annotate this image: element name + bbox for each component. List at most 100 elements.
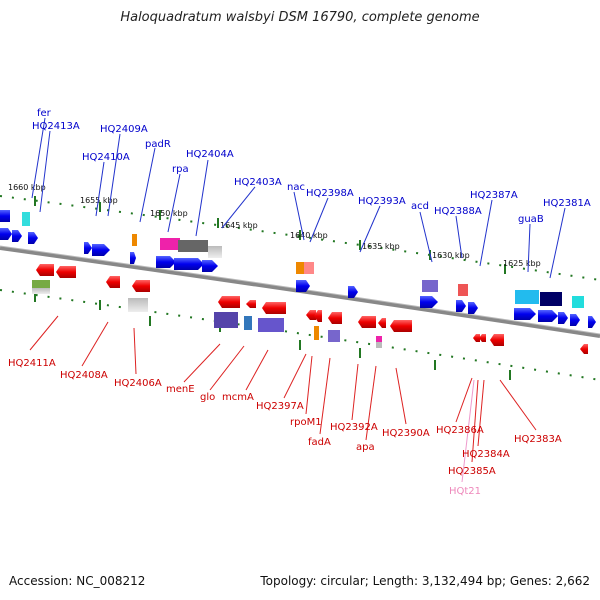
gene-label-hq2390a: HQ2390A <box>382 428 430 439</box>
gene-block <box>0 210 10 222</box>
gene-arrow <box>473 334 480 342</box>
gene-arrow <box>0 228 12 240</box>
forward-leaders <box>31 117 566 279</box>
gene-arrow <box>36 264 54 276</box>
gene-block <box>422 280 438 292</box>
gene-arrow <box>490 334 504 346</box>
gene-arrow <box>302 280 310 292</box>
gene-label-padr: padR <box>145 139 171 150</box>
gene-arrow <box>558 312 568 324</box>
gene-label-mcma: mcmA <box>222 392 254 403</box>
gene-arrow <box>358 316 376 328</box>
kbp-label: 1640 kbp <box>290 231 328 240</box>
kbp-label: 1645 kbp <box>220 221 258 230</box>
gene-block <box>32 280 50 288</box>
gene-arrow <box>84 242 92 254</box>
gene-label-hq2411a: HQ2411A <box>8 358 56 369</box>
gene-block <box>376 342 382 348</box>
gene-label-fer: fer <box>37 108 52 119</box>
gene-label-hq2403a: HQ2403A <box>234 177 282 188</box>
gene-arrow <box>580 344 588 354</box>
gene-block <box>132 234 137 246</box>
gene-arrow <box>390 320 412 332</box>
gene-block <box>572 296 584 308</box>
gene-label-acd: acd <box>411 201 429 212</box>
gene-block <box>258 318 284 332</box>
kbp-label: 1660 kbp <box>8 183 46 192</box>
gene-block <box>32 288 50 294</box>
gene-arrow <box>130 252 136 264</box>
reverse-scale <box>0 289 600 381</box>
gene-label-guab: guaB <box>518 214 544 225</box>
gene-arrow <box>328 312 342 324</box>
gene-arrow <box>468 302 478 314</box>
gene-arrow <box>570 314 580 326</box>
genome-summary-text: Topology: circular; Length: 3,132,494 bp… <box>260 574 590 588</box>
gene-arrow <box>156 256 176 268</box>
kbp-label: 1625 kbp <box>503 259 541 268</box>
gene-block <box>314 326 319 340</box>
forward-genes <box>0 210 596 328</box>
gene-arrow <box>538 310 558 322</box>
kbp-label: 1650 kbp <box>150 209 188 218</box>
gene-arrow <box>92 244 110 256</box>
gene-block <box>540 292 562 306</box>
gene-label-hq2404a: HQ2404A <box>186 149 234 160</box>
gene-arrow <box>174 258 204 270</box>
gene-block <box>458 284 468 296</box>
gene-label-hq2383a: HQ2383A <box>514 434 562 445</box>
gene-label-hq2406a: HQ2406A <box>114 378 162 389</box>
accession-text: Accession: NC_008212 <box>9 574 146 588</box>
gene-arrow <box>246 300 256 308</box>
forward-scale <box>0 195 600 281</box>
gene-arrow <box>12 230 22 242</box>
gene-label-glo: glo <box>200 392 215 403</box>
gene-label-hq2410a: HQ2410A <box>82 152 130 163</box>
gene-label-hq2408a: HQ2408A <box>60 370 108 381</box>
gene-block <box>515 290 539 304</box>
gene-block <box>376 336 382 342</box>
gene-label-apa: apa <box>356 442 375 453</box>
map-title: Haloquadratum walsbyi DSM 16790, complet… <box>120 10 480 25</box>
gene-label-mene: menE <box>166 384 195 395</box>
gene-arrow <box>348 286 358 298</box>
gene-arrow <box>514 308 536 320</box>
gene-arrow <box>106 276 120 288</box>
gene-label-hq2381a: HQ2381A <box>543 198 591 209</box>
gene-arrow <box>218 296 240 308</box>
kbp-label: 1655 kbp <box>80 196 118 205</box>
gene-label-hq2388a: HQ2388A <box>434 206 482 217</box>
gene-block <box>22 212 30 226</box>
gene-block <box>208 246 222 258</box>
gene-block <box>160 238 180 250</box>
kbp-label: 1630 kbp <box>432 251 470 260</box>
gene-arrow <box>479 334 486 342</box>
gene-arrow <box>588 316 596 328</box>
gene-label-nac: nac <box>287 182 305 193</box>
gene-label-hq2387a: HQ2387A <box>470 190 518 201</box>
gene-label-rpom1: rpoM1 <box>290 417 322 428</box>
gene-block <box>328 330 340 342</box>
kbp-label: 1635 kbp <box>362 242 400 251</box>
gene-block <box>304 262 314 274</box>
gene-arrow <box>378 318 386 328</box>
gene-label-hqt21: HQt21 <box>449 486 481 497</box>
reverse-leaders <box>29 315 537 483</box>
gene-block <box>244 316 252 330</box>
gene-arrow <box>28 232 38 244</box>
gene-block <box>128 298 148 312</box>
gene-label-hq2386a: HQ2386A <box>436 425 484 436</box>
gene-label-hq2398a: HQ2398A <box>306 188 354 199</box>
gene-label-hq2397a: HQ2397A <box>256 401 304 412</box>
gene-arrow <box>202 260 218 272</box>
gene-label-fada: fadA <box>308 437 331 448</box>
gene-arrow <box>132 280 150 292</box>
gene-arrow <box>456 300 466 312</box>
gene-arrow <box>262 302 286 314</box>
gene-label-hq2393a: HQ2393A <box>358 196 406 207</box>
reverse-genes <box>32 264 588 354</box>
gene-arrow <box>420 296 438 308</box>
gene-label-hq2385a: HQ2385A <box>448 466 496 477</box>
gene-arrow <box>314 310 322 322</box>
